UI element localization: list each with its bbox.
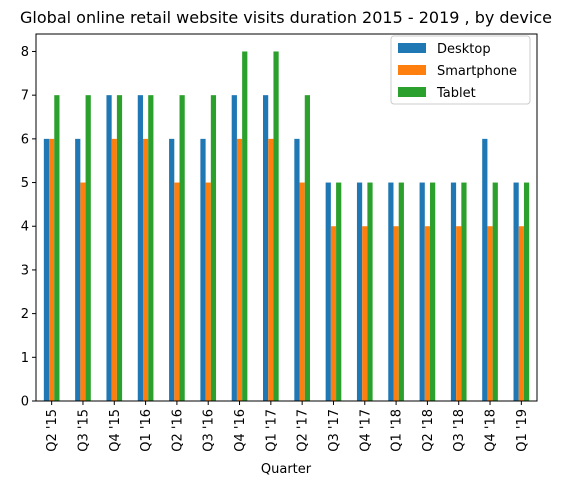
x-tick-label: Q4 '18: [484, 409, 499, 452]
x-axis-label: Quarter: [261, 462, 312, 477]
bar-desktop-0: [43, 138, 50, 401]
x-axis: Q2 '15 Q3 '15 Q4 '15 Q1 '16 Q2 '16 Q3 '16 Q4 '…: [45, 401, 530, 452]
bar-smartphone-15: [518, 226, 524, 401]
y-tick-label: 5: [21, 176, 29, 191]
chart-title: Global online retail website visits dura…: [20, 8, 552, 27]
bar-desktop-7: [263, 95, 269, 402]
x-tick-label: Q3 '15: [76, 409, 91, 452]
bar-desktop-4: [169, 138, 175, 401]
bar-tablet-12: [430, 182, 436, 401]
bar-smartphone-5: [205, 182, 211, 401]
y-tick-label: 4: [21, 220, 29, 235]
bar-tablet-11: [398, 182, 404, 401]
bar-smartphone-0: [49, 138, 55, 401]
bar-smartphone-10: [362, 226, 368, 401]
x-tick-label: Q3 '17: [327, 409, 342, 452]
bar-smartphone-7: [268, 138, 274, 401]
bar-tablet-4: [179, 95, 185, 402]
y-tick-label: 6: [21, 132, 29, 147]
y-tick-label: 8: [21, 45, 29, 60]
y-axis: 0 1 2 3 4 5 6 7 8: [21, 45, 36, 410]
bar-tablet-9: [336, 182, 342, 401]
x-tick-label: Q4 '15: [108, 409, 123, 452]
y-tick-label: 0: [21, 395, 29, 410]
bar-desktop-10: [356, 182, 363, 401]
bar-smartphone-2: [111, 138, 117, 401]
bar-tablet-1: [85, 95, 91, 402]
x-tick-label: Q3 '18: [452, 409, 467, 452]
x-tick-label: Q2 '18: [421, 409, 436, 452]
bar-smartphone-13: [456, 226, 462, 401]
bar-smartphone-14: [487, 226, 493, 401]
legend-label-smartphone: Smartphone: [437, 64, 517, 79]
y-tick-label: 3: [21, 263, 29, 278]
bar-desktop-13: [450, 182, 457, 401]
bar-desktop-2: [106, 95, 112, 402]
bar-smartphone-8: [299, 182, 305, 401]
bar-tablet-13: [461, 182, 467, 401]
bar-desktop-11: [388, 182, 394, 401]
x-tick-label: Q2 '15: [45, 409, 60, 452]
bar-smartphone-1: [80, 182, 86, 401]
legend-swatch-tablet: [398, 87, 426, 97]
bar-tablet-3: [148, 95, 154, 402]
bar-tablet-5: [210, 95, 217, 402]
bar-tablet-14: [492, 182, 498, 401]
bar-smartphone-3: [142, 138, 149, 401]
y-tick-label: 2: [21, 307, 29, 322]
y-tick-label: 1: [21, 351, 29, 366]
bar-desktop-15: [513, 182, 519, 401]
legend: Desktop Smartphone Tablet: [390, 35, 531, 105]
bar-desktop-3: [137, 95, 143, 402]
x-tick-label: Q4 '16: [233, 409, 248, 452]
x-tick-label: Q3 '16: [202, 409, 217, 452]
bar-tablet-15: [523, 182, 530, 401]
legend-label-tablet: Tablet: [436, 86, 476, 101]
bar-desktop-5: [200, 138, 206, 401]
bar-desktop-1: [75, 138, 81, 401]
x-tick-label: Q1 '19: [515, 409, 530, 452]
bar-desktop-12: [419, 182, 425, 401]
x-tick-label: Q4 '17: [358, 409, 373, 452]
bar-desktop-6: [231, 95, 237, 402]
plot-frame: [35, 33, 538, 402]
bar-desktop-8: [294, 138, 300, 401]
bar-tablet-6: [242, 51, 248, 401]
bar-smartphone-12: [424, 226, 431, 401]
x-tick-label: Q2 '17: [296, 409, 311, 452]
x-tick-label: Q1 '16: [139, 409, 154, 452]
bar-tablet-8: [304, 95, 310, 402]
bar-desktop-9: [325, 182, 331, 401]
bar-smartphone-9: [330, 226, 337, 401]
legend-swatch-desktop: [398, 43, 426, 53]
x-tick-label: Q1 '17: [264, 409, 279, 452]
bar-tablet-10: [367, 182, 373, 401]
bar-smartphone-4: [174, 182, 180, 401]
bar-tablet-7: [273, 51, 279, 401]
bar-smartphone-11: [393, 226, 399, 401]
bars-group: [43, 51, 530, 402]
x-tick-label: Q2 '16: [170, 409, 185, 452]
legend-label-desktop: Desktop: [437, 42, 491, 57]
bar-desktop-14: [482, 138, 488, 401]
bar-tablet-0: [54, 95, 60, 402]
y-tick-label: 7: [21, 89, 29, 104]
bar-tablet-2: [116, 95, 123, 402]
bar-smartphone-6: [236, 138, 243, 401]
legend-swatch-smartphone: [398, 65, 426, 75]
x-tick-label: Q1 '18: [390, 409, 405, 452]
